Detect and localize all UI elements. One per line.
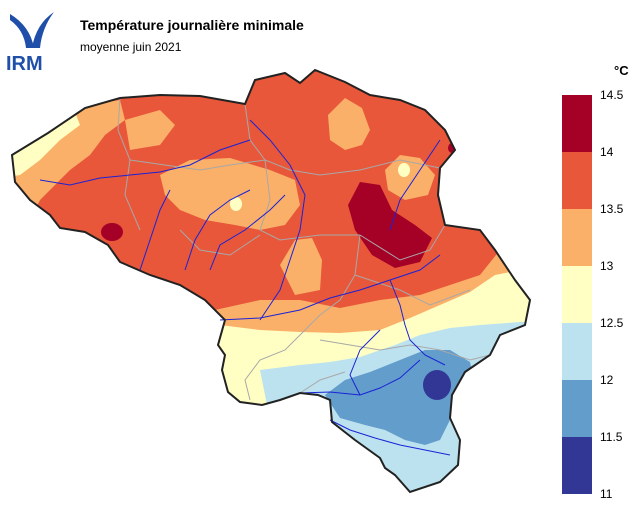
province-borders <box>117 97 491 401</box>
map-subtitle: moyenne juin 2021 <box>80 40 182 54</box>
legend-label: 12.5 <box>600 316 624 330</box>
legend-swatch <box>562 380 592 437</box>
legend-swatch <box>562 437 592 494</box>
legend-swatch <box>562 266 592 323</box>
legend-unit: °C <box>614 63 629 78</box>
legend-label: 13 <box>600 259 614 273</box>
logo-text: IRM <box>6 53 43 74</box>
logo-mark <box>10 14 34 48</box>
legend-label: 11 <box>600 487 613 501</box>
legend-swatch <box>562 323 592 380</box>
irm-logo: IRM <box>6 12 54 74</box>
legend-label: 14 <box>600 145 614 159</box>
legend-swatch <box>562 209 592 266</box>
rivers <box>39 119 451 456</box>
legend-label: 12 <box>600 373 614 387</box>
legend-label: 14.5 <box>600 88 624 102</box>
legend-label: 13.5 <box>600 202 624 216</box>
legend-swatch <box>562 95 592 152</box>
legend-label: 11.5 <box>600 430 623 444</box>
legend-swatch <box>562 152 592 209</box>
map-title: Température journalière minimale <box>80 17 304 33</box>
temperature-map <box>11 69 531 493</box>
